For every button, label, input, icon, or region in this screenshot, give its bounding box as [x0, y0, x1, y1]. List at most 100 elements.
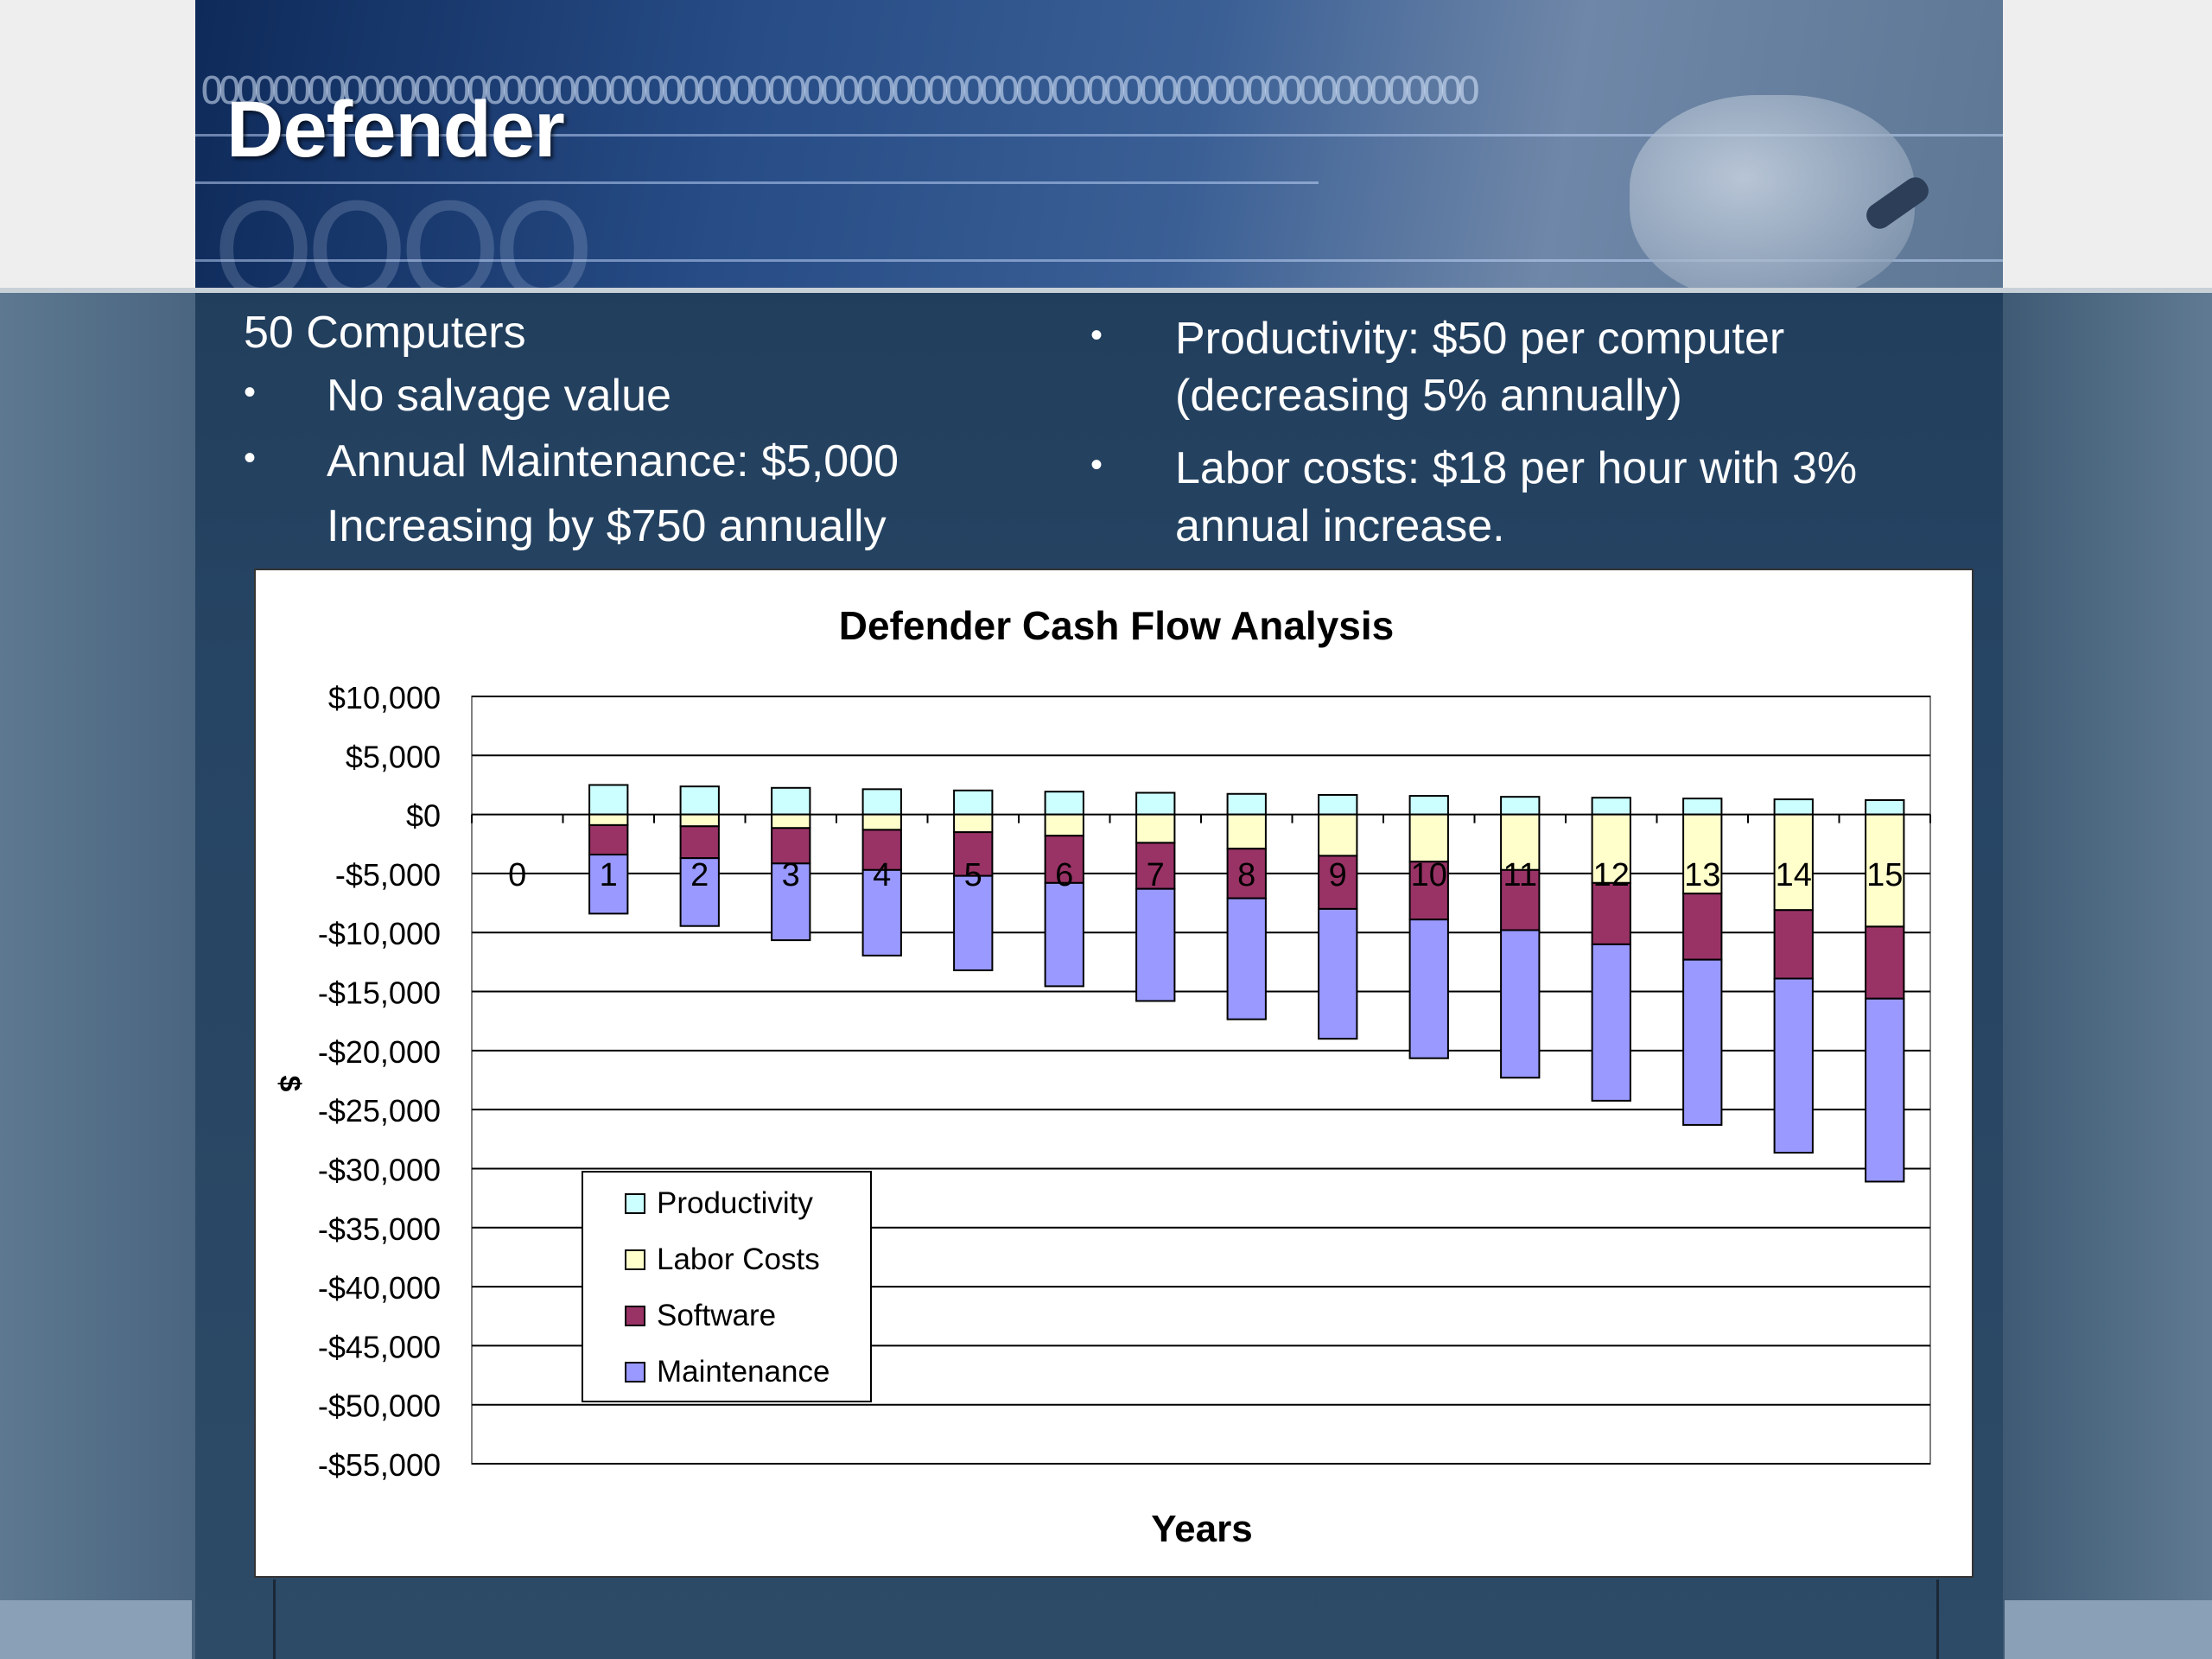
bar-segment [588, 813, 629, 826]
right-bullet-text: Productivity: $50 per computer [1175, 314, 1785, 364]
y-tick-label: $10,000 [328, 680, 441, 715]
bar-segment [953, 789, 994, 816]
bar-segment [1591, 943, 1631, 1102]
legend-label: Productivity [657, 1186, 813, 1220]
bar-segment [1226, 897, 1267, 1020]
bar-segment [1500, 929, 1541, 1079]
bar-segment [1408, 918, 1449, 1059]
left-heading: 50 Computers [244, 308, 526, 358]
y-tick-label: -$50,000 [318, 1389, 441, 1424]
right-bullet-text-continued: (decreasing 5% annually) [1175, 371, 1682, 421]
computer-mouse-image [1630, 95, 1915, 288]
bar-segment [1318, 855, 1358, 910]
category-labels: 0 1 2 3 4 5 6 7 8 9 10 11 12 13 14 15 [508, 857, 1903, 893]
banner-circle-pattern: OOOOOOOOOOOOOOOOOOOOOOOOOOOOOOOOOOOOOOOO… [200, 69, 1480, 113]
legend-swatch [625, 1249, 645, 1270]
bar-segment [1318, 813, 1358, 857]
y-tick-label: -$20,000 [318, 1034, 441, 1070]
bar-segment [1682, 813, 1723, 895]
bar-segment [861, 868, 902, 957]
cash-flow-chart: Defender Cash Flow Analysis Years $ $10,… [254, 569, 1974, 1578]
banner-line [195, 181, 1319, 184]
category-label: 12 [1593, 857, 1630, 893]
x-axis-label: Years [1151, 1508, 1252, 1550]
legend-label: Software [657, 1299, 776, 1332]
legend-swatch [625, 1193, 645, 1214]
y-axis-label: $ [273, 1076, 306, 1092]
bottom-left-panel [0, 1600, 192, 1659]
category-label: 2 [690, 857, 709, 893]
category-label: 7 [1147, 857, 1165, 893]
bullet-glyph: • [1090, 316, 1103, 354]
bar-segment [1591, 881, 1631, 945]
legend-label: Labor Costs [657, 1243, 820, 1276]
bar-segment [1500, 868, 1541, 931]
y-tick-labels: $10,000 $5,000 $0 -$5,000 -$10,000 -$15,000 -$… [318, 680, 441, 1483]
bar-segment [1500, 813, 1541, 871]
y-tick-label: -$55,000 [318, 1447, 441, 1483]
chart-canvas: Defender Cash Flow Analysis Years $ $10,… [273, 603, 1931, 1550]
title-banner: OOOOOOOOOOOOOOOOOOOOOOOOOOOOOOOOOOOOOOOO… [195, 0, 2003, 288]
chart-title: Defender Cash Flow Analysis [839, 603, 1394, 648]
bar-segment [1318, 907, 1358, 1040]
y-tick-label: -$40,000 [318, 1270, 441, 1306]
banner-divider [0, 288, 2212, 293]
y-tick-label: $5,000 [346, 739, 441, 774]
category-label: 1 [600, 857, 618, 893]
category-label: 8 [1237, 857, 1255, 893]
category-label: 9 [1329, 857, 1347, 893]
bar-segment [1135, 887, 1176, 1002]
bar-segment [1773, 977, 1814, 1154]
bar-segment [1044, 881, 1084, 988]
bar-segment [1865, 925, 1905, 1000]
bar-segment [1135, 813, 1176, 844]
legend: Productivity Labor Costs Software Maintenan… [582, 1171, 872, 1402]
bar-segment [771, 786, 811, 816]
bar-segment [771, 862, 811, 942]
bar-segment [1591, 813, 1631, 884]
bar-segment [588, 823, 629, 856]
category-label: 13 [1684, 857, 1720, 893]
bottom-right-panel [2005, 1600, 2212, 1659]
right-bullet-text-continued: annual increase. [1175, 501, 1505, 551]
bar-segment [861, 829, 902, 871]
y-tick-label: -$45,000 [318, 1329, 441, 1364]
bar-segment [1408, 813, 1449, 863]
banner-line [195, 259, 2003, 262]
bar-segment [953, 874, 994, 971]
bars [588, 784, 1905, 1183]
y-tick-label: -$35,000 [318, 1211, 441, 1247]
slide-title: Defender [226, 86, 565, 174]
bar-segment [1773, 909, 1814, 980]
y-tick-label: -$25,000 [318, 1093, 441, 1128]
bottom-frame [273, 1580, 1939, 1659]
bar-segment [679, 785, 720, 816]
category-label: 6 [1055, 857, 1073, 893]
right-bullet-text: Labor costs: $18 per hour with 3% [1175, 443, 1858, 493]
bar-segment [861, 813, 902, 831]
bullet-glyph: • [244, 439, 257, 477]
bar-segment [1408, 861, 1449, 921]
y-tick-label: -$30,000 [318, 1152, 441, 1187]
bar-segment [1135, 791, 1176, 816]
legend-label: Maintenance [657, 1355, 830, 1389]
bar-segment [1865, 997, 1905, 1183]
bar-segment [1044, 791, 1084, 816]
left-bullet-text-continued: Increasing by $750 annually [327, 501, 887, 551]
bar-segment [1682, 798, 1723, 816]
y-tick-label: $0 [406, 798, 441, 834]
bar-segment [1408, 795, 1449, 816]
bar-segment [1682, 893, 1723, 961]
bar-segment [1226, 813, 1267, 850]
banner-line [195, 134, 2003, 137]
bar-segment [1865, 813, 1905, 928]
bar-segment [1773, 813, 1814, 912]
category-label: 3 [782, 857, 800, 893]
y-tick-label: -$15,000 [318, 976, 441, 1011]
legend-swatch [625, 1306, 645, 1326]
bar-segment [679, 813, 720, 828]
category-label: 11 [1503, 857, 1537, 893]
legend-swatch [625, 1362, 645, 1382]
category-label: 4 [873, 857, 891, 893]
bar-segment [1226, 792, 1267, 816]
